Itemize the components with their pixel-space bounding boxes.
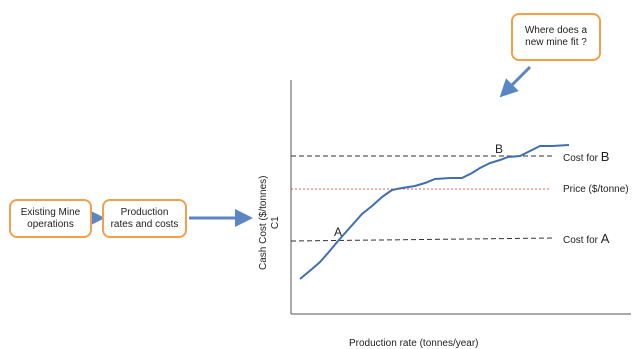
point-a-label: A [334, 225, 343, 239]
cost-curve [299, 144, 570, 280]
arrow-question-to-chart [499, 65, 532, 98]
cost-a-line [290, 237, 556, 242]
existing-mine-operations-box: Existing Mine operations [9, 199, 92, 238]
cost-b-label: Cost for B [563, 149, 610, 164]
production-rates-costs-box: Production rates and costs [102, 199, 187, 238]
point-b-label: B [495, 142, 504, 156]
price-label: Price ($/tonne) [563, 184, 629, 195]
cost-a-label: Cost for A [563, 231, 610, 246]
x-axis-label: Production rate (tonnes/year) [349, 338, 479, 349]
y-axis-label: Cash Cost ($/tonnes) C1 [258, 175, 281, 271]
new-mine-question-callout: Where does a new mine fit ? [511, 13, 601, 61]
